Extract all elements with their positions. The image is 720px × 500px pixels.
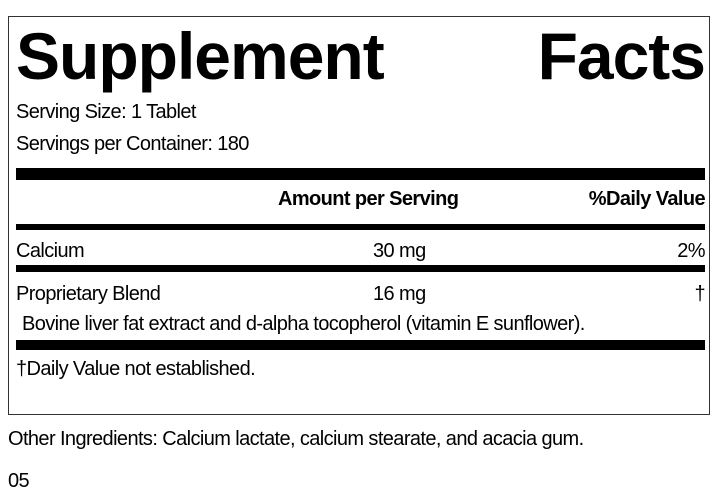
panel-title: Supplement Facts: [16, 16, 706, 96]
footnote: †Daily Value not established.: [16, 358, 256, 380]
title-word: Facts: [537, 19, 706, 93]
serving-size: Serving Size: 1 Tablet: [16, 101, 196, 123]
row-dv: †: [694, 283, 705, 305]
dv-header: %Daily Value: [588, 188, 706, 210]
servings-per-container: Servings per Container: 180: [16, 133, 249, 155]
row-name: Proprietary Blend: [16, 283, 161, 305]
divider: [16, 340, 705, 350]
supplement-facts-panel: [8, 16, 710, 415]
divider: [16, 265, 705, 272]
title-word: Supplement: [16, 19, 385, 93]
other-ingredients: Other Ingredients: Calcium lactate, calc…: [8, 428, 584, 450]
row-dv: 2%: [677, 240, 705, 262]
amount-header: Amount per Serving: [278, 188, 459, 210]
divider: [16, 168, 705, 180]
row-amount: 16 mg: [373, 283, 426, 305]
blend-detail: Bovine liver fat extract and d-alpha toc…: [22, 313, 585, 335]
divider: [16, 224, 705, 230]
product-code: 05: [8, 470, 30, 492]
row-amount: 30 mg: [373, 240, 426, 262]
row-name: Calcium: [16, 240, 85, 262]
